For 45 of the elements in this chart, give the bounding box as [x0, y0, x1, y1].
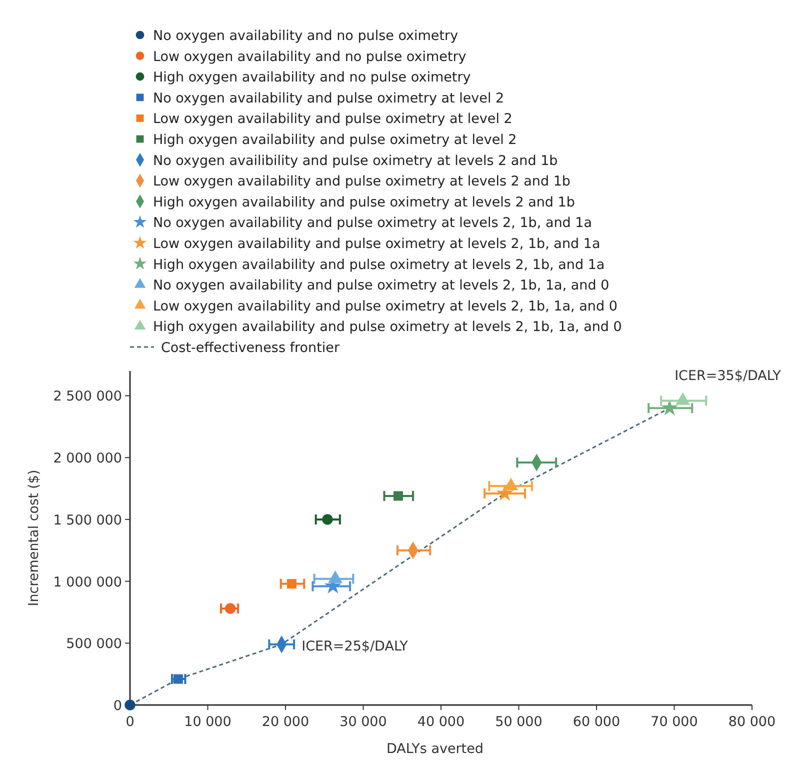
legend-label: High oxygen availability and pulse oximetry at levels 2, 1b, 1a, and 0 [153, 319, 622, 336]
annotation: ICER=25$/DALY [302, 638, 409, 654]
point [124, 700, 136, 710]
legend-label: No oxygen availability and pulse oximetry at levels 2, 1b, and 1a [153, 215, 592, 232]
point [661, 399, 678, 416]
point [504, 478, 518, 490]
legend-label: High oxygen availability and pulse oximetry at levels 2, 1b, and 1a [153, 256, 605, 273]
legend-label: Low oxygen availability and pulse oximetry at levels 2, 1b, and 1a [153, 236, 600, 252]
x-tick-label: 70 000 [650, 714, 698, 730]
legend-label: No oxygen availibility and pulse oximetry at levels 2 and 1b [153, 152, 558, 169]
point [224, 603, 236, 614]
y-axis-title: Incremental cost ($) [26, 470, 42, 606]
legend-label: No oxygen availability and no pulse oximetry [153, 28, 458, 44]
point [322, 514, 333, 525]
legend-label: Low oxygen availability and no pulse oximetry [153, 48, 466, 65]
point [393, 491, 403, 501]
legend-label: High oxygen availability and pulse oximetry at levels 2 and 1b [153, 194, 575, 210]
x-tick-label: 40 000 [417, 714, 465, 730]
y-tick-label: 1 000 000 [53, 574, 122, 590]
point [286, 579, 296, 589]
point [676, 392, 690, 405]
point [173, 674, 183, 684]
x-tick-label: 20 000 [262, 714, 310, 730]
point [496, 484, 514, 501]
legend-label: Cost-effectiveness frontier [161, 340, 340, 356]
legend-label: Low oxygen availability and pulse oximetry at level 2 [153, 111, 512, 128]
x-axis-title: DALYs averted [386, 741, 484, 757]
x-tick-label: 0 [126, 714, 134, 730]
x-tick-label: 60 000 [572, 714, 620, 730]
legend-label: High oxygen availability and pulse oximetry at level 2 [153, 132, 517, 148]
x-tick-label: 80 000 [728, 714, 776, 730]
legend-label: No oxygen availability and pulse oximetry at level 2 [153, 90, 504, 106]
y-tick-label: 0 [113, 698, 122, 714]
x-tick-label: 50 000 [495, 714, 542, 730]
annotation: ICER=35$/DALY [674, 368, 782, 384]
x-tick-label: 30 000 [340, 714, 387, 730]
legend-label: High oxygen availability and no pulse oximetry [153, 70, 471, 86]
legend-label: Low oxygen availability and pulse oximetry at levels 2 and 1b [153, 174, 570, 190]
y-tick-label: 2 000 000 [53, 450, 122, 467]
y-tick-label: 2 500 000 [53, 388, 122, 405]
legend-label: Low oxygen availability and pulse oximetry at levels 2, 1b, 1a, and 0 [153, 298, 618, 314]
y-tick-label: 1 500 000 [53, 512, 122, 528]
legend-label: No oxygen availability and pulse oximetry at levels 2, 1b, 1a, and 0 [153, 278, 610, 294]
y-tick-label: 500 000 [66, 636, 122, 652]
x-tick-label: 10 000 [184, 714, 232, 730]
